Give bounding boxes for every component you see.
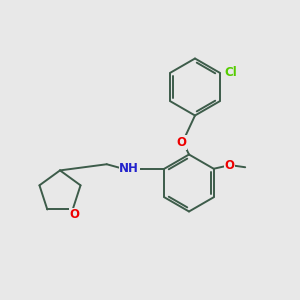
Text: O: O bbox=[176, 136, 187, 149]
Text: Cl: Cl bbox=[224, 66, 237, 79]
Text: NH: NH bbox=[119, 162, 139, 175]
Text: O: O bbox=[224, 159, 234, 172]
Text: O: O bbox=[69, 208, 79, 221]
